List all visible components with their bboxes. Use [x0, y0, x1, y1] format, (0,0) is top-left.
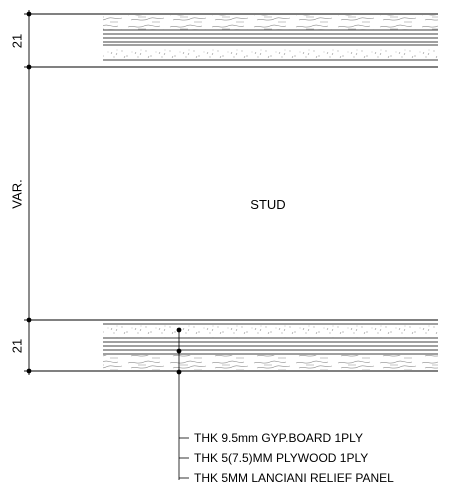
vertical-dimension-line	[24, 10, 34, 375]
leader-node-relief-panel	[176, 369, 182, 375]
top-wall-layers	[29, 13, 438, 68]
middle-dimension-label: VAR.	[9, 179, 24, 208]
top-dimension-label: 21	[9, 34, 24, 48]
bottom-relief-panel-layer	[103, 355, 438, 370]
bottom-gypsum-board-layer	[103, 325, 438, 338]
top-relief-panel-layer	[103, 15, 438, 30]
leader-node-plywood	[176, 348, 182, 354]
bottom-dimension-label: 21	[9, 339, 24, 353]
bottom-wall-layers	[29, 319, 438, 372]
top-gypsum-board-layer	[103, 46, 438, 60]
callout-gypsum-board: THK 9.5mm GYP.BOARD 1PLY	[194, 431, 363, 445]
callout-relief-panel: THK 5MM LANCIANI RELIEF PANEL	[194, 471, 394, 485]
callout-leaders	[176, 327, 189, 480]
stud-label: STUD	[250, 197, 285, 212]
callout-plywood: THK 5(7.5)MM PLYWOOD 1PLY	[194, 451, 368, 465]
leader-node-gypsum	[176, 327, 182, 333]
